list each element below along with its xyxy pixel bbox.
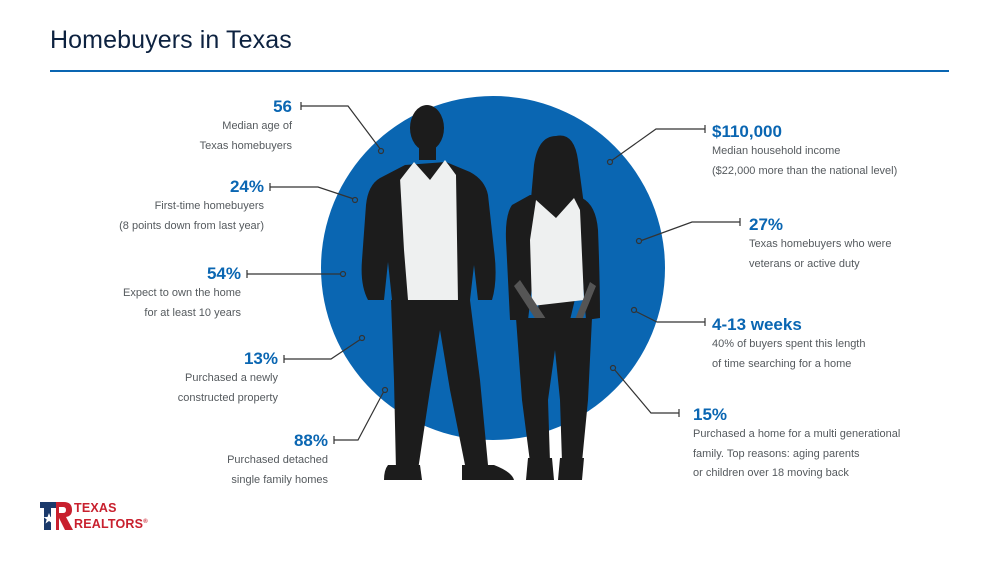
stat-veterans: 27% Texas homebuyers who were veterans o… bbox=[749, 215, 891, 274]
stat-desc: First-time homebuyers bbox=[154, 200, 264, 212]
stat-desc: (8 points down from last year) bbox=[119, 219, 264, 232]
stat-new-construction: 13% Purchased a newly constructed proper… bbox=[178, 349, 278, 408]
stat-desc: Purchased a home for a multi generationa… bbox=[693, 428, 901, 440]
stat-value: 15% bbox=[693, 405, 728, 424]
stat-desc: of time searching for a home bbox=[712, 357, 852, 370]
stat-search-time: 4-13 weeks 40% of buyers spent this leng… bbox=[712, 315, 865, 374]
stat-single-family: 88% Purchased detached single family hom… bbox=[227, 431, 328, 490]
stat-household-income: $110,000 Median household income ($22,00… bbox=[712, 122, 897, 181]
logo-line-2: REALTORS® bbox=[74, 515, 148, 531]
connector-lines-left bbox=[246, 102, 389, 444]
stat-desc: veterans or active duty bbox=[749, 257, 860, 270]
stat-desc: Median household income bbox=[712, 145, 841, 157]
stat-value: 27% bbox=[749, 215, 784, 234]
stat-value: 13% bbox=[243, 349, 278, 368]
stat-value: 88% bbox=[293, 431, 328, 450]
stat-desc: or children over 18 moving back bbox=[693, 467, 849, 479]
stat-value: 4-13 weeks bbox=[712, 315, 802, 334]
stat-value: 54% bbox=[206, 264, 241, 283]
stat-first-time-buyers: 24% First-time homebuyers (8 points down… bbox=[119, 177, 264, 236]
stat-desc: Texas homebuyers who were bbox=[749, 238, 892, 250]
registered-mark: ® bbox=[143, 519, 148, 525]
stat-desc: Expect to own the home bbox=[122, 287, 241, 299]
stat-median-age: 56 Median age of Texas homebuyers bbox=[200, 97, 292, 156]
title-divider bbox=[50, 70, 949, 72]
stat-desc: Purchased a newly bbox=[185, 372, 278, 384]
logo-line-1: TEXAS bbox=[74, 501, 117, 515]
texas-realtors-logo: TEXAS REALTORS® bbox=[40, 501, 150, 533]
stat-desc: constructed property bbox=[177, 391, 278, 404]
stat-desc: ($22,000 more than the national level) bbox=[712, 164, 898, 177]
stat-desc: single family homes bbox=[231, 473, 328, 486]
man-silhouette bbox=[361, 105, 514, 480]
stat-multigenerational: 15% Purchased a home for a multi generat… bbox=[693, 405, 900, 484]
connector-lines-right bbox=[606, 125, 741, 417]
page-title: Homebuyers in Texas bbox=[50, 26, 292, 54]
stat-own-10-years: 54% Expect to own the home for at least … bbox=[123, 264, 241, 323]
stat-desc: for at least 10 years bbox=[144, 306, 241, 319]
woman-silhouette bbox=[505, 135, 600, 480]
stat-desc: Texas homebuyers bbox=[199, 139, 292, 152]
logo-line-2-text: REALTORS bbox=[74, 517, 144, 532]
stat-desc: 40% of buyers spent this length bbox=[712, 338, 866, 350]
stat-value: 24% bbox=[229, 177, 264, 196]
stat-desc: Purchased detached bbox=[227, 454, 328, 466]
stat-value: $110,000 bbox=[712, 122, 782, 141]
stat-desc: family. Top reasons: aging parents bbox=[693, 447, 860, 460]
stat-desc: Median age of bbox=[222, 120, 292, 132]
logo-wordmark: TEXAS REALTORS® bbox=[74, 501, 148, 531]
texas-realtors-mark-icon bbox=[40, 502, 73, 530]
stat-value: 56 bbox=[273, 97, 292, 116]
